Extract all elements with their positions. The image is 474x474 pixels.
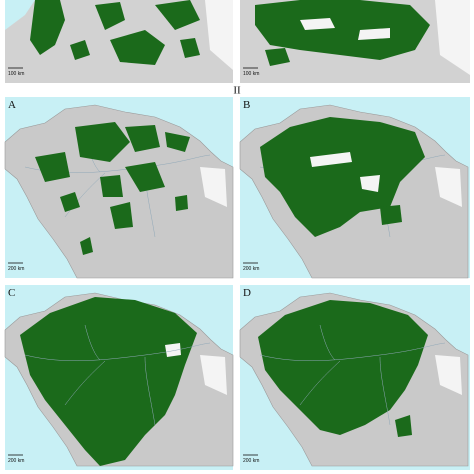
panel-label: A — [8, 99, 16, 111]
panel-label: B — [243, 99, 250, 111]
scale-label: 100 km — [8, 71, 24, 77]
scale-label: 200 km — [243, 266, 259, 272]
scale-label: 200 km — [8, 266, 24, 272]
panel-label: C — [8, 287, 15, 299]
top-panel-left: 100 km — [5, 0, 233, 83]
map-panel: C 200 km — [4, 285, 234, 470]
scale-label: 100 km — [243, 71, 259, 77]
panel-label: D — [243, 287, 251, 299]
scale-label: 200 km — [8, 458, 24, 464]
top-panel-right: 100 km — [240, 0, 470, 83]
section-label: II — [233, 85, 241, 97]
scale-label: 200 km — [243, 458, 259, 464]
map-panel: B 200 km — [239, 97, 470, 279]
map-panel: D 200 km — [239, 285, 470, 470]
map-panel: A 200 km — [4, 97, 234, 279]
